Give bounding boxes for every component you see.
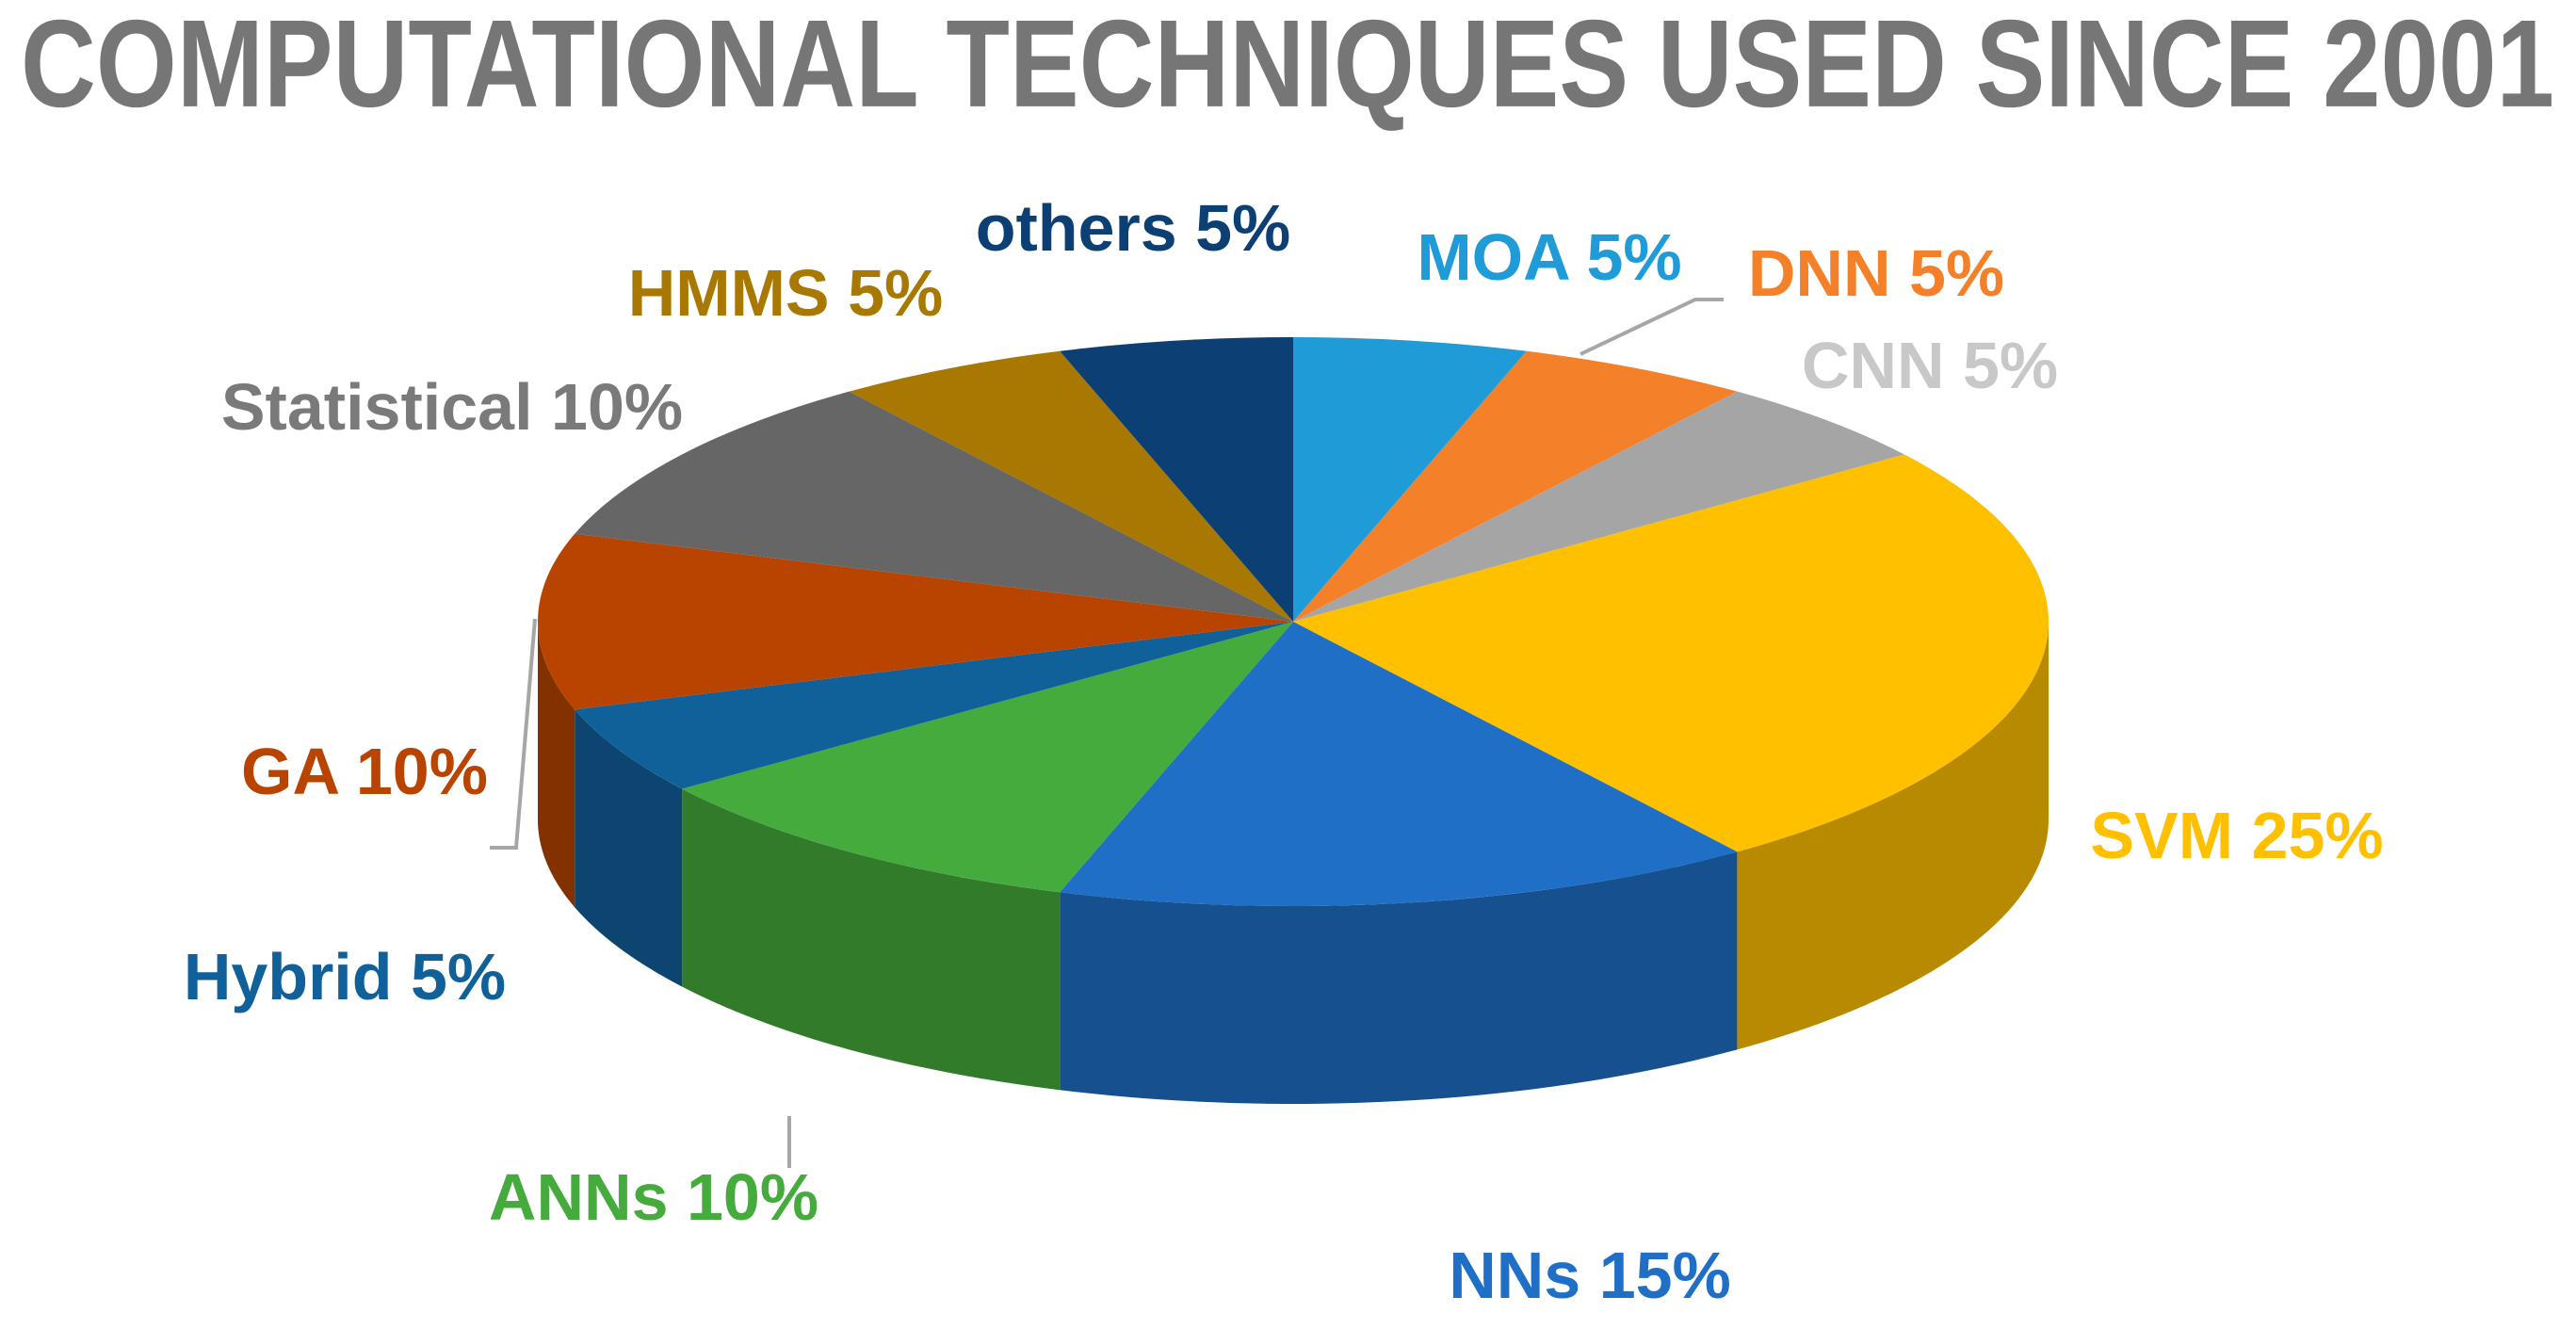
slice [1293,337,1527,622]
chart-title: COMPUTATIONAL TECHNIQUES USED SINCE 2001 [21,0,2554,133]
label-category: NNs [1449,1239,1580,1312]
data-label: HMMS 5% [628,256,944,330]
slice [538,533,1293,710]
slice [1293,454,2049,852]
slice-side [575,709,683,987]
data-label: DNN 5% [1748,236,2004,310]
label-value: 5% [1963,329,2058,402]
data-label: SVM 25% [2090,799,2383,872]
label-category: Statistical [221,370,533,444]
slice-side [1060,851,1738,1104]
label-value: 5% [848,256,943,330]
leader-lines [490,298,1724,1168]
label-category: CNN [1802,329,1945,402]
data-label: CNN 5% [1802,329,2058,402]
slice [849,350,1293,622]
label-value: 5% [1587,220,1682,294]
label-category: Hybrid [184,940,393,1013]
data-label: Statistical 10% [221,370,683,444]
slice [1293,350,1738,622]
data-label: NNs 15% [1449,1239,1731,1312]
pie [538,337,2049,1104]
slice-side [682,788,1061,1091]
slice [1293,391,1904,622]
labels: MOA 5% DNN 5%CNN 5%SVM 25%NNs 15%ANNs 10%… [184,191,2384,1312]
slice [1060,337,1293,622]
label-category: GA [241,735,338,808]
label-category: HMMS [628,256,830,330]
label-value: 10% [687,1160,818,1234]
label-category: MOA [1417,220,1569,294]
label-value: 5% [411,940,506,1013]
data-label: others 5% [976,191,1291,265]
data-label: GA 10% [241,735,488,808]
slice [575,622,1293,789]
slice [1060,622,1738,906]
label-category: ANNs [489,1160,669,1234]
slice-side [538,622,575,908]
slice-side [1737,622,2049,1050]
leader-line [1580,298,1724,356]
label-value: 15% [1599,1239,1731,1312]
label-category: SVM [2090,799,2233,872]
label-value: 25% [2252,799,2384,872]
label-value: 10% [356,735,488,808]
label-value: 5% [1909,236,2004,310]
leader-line [490,618,537,850]
slice [682,622,1293,893]
label-category: DNN [1748,236,1891,310]
data-label: ANNs 10% [489,1160,818,1234]
label-value: 10% [551,370,683,444]
label-value: 5% [1195,191,1290,265]
label-category: others [976,191,1177,265]
slice [575,391,1293,622]
data-label: Hybrid 5% [184,940,506,1013]
data-label: MOA 5% [1417,220,1681,294]
